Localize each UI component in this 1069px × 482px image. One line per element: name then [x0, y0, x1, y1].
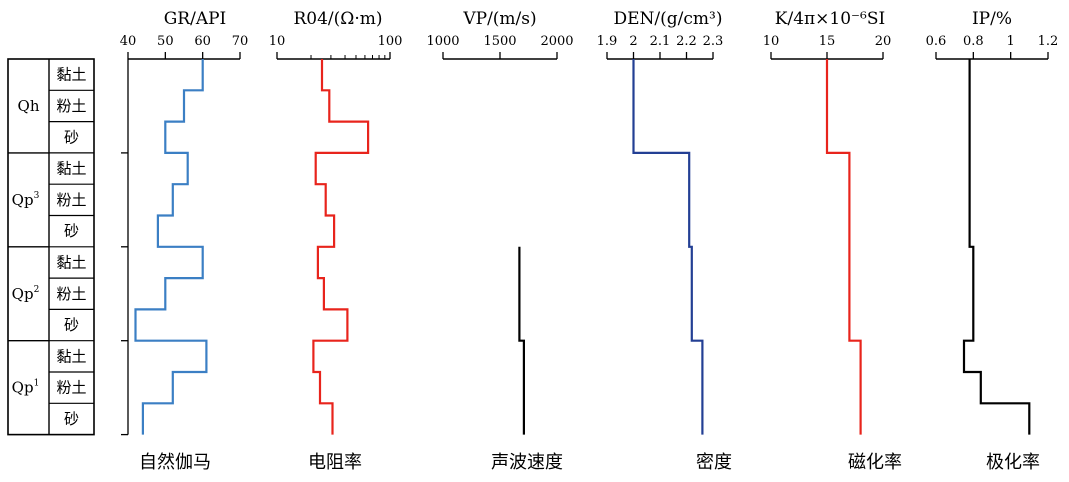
track-tick-label: 100: [378, 34, 403, 49]
track-tick-label: 2.3: [703, 34, 724, 49]
lithology-label: 砂: [64, 128, 79, 146]
lithology-label: 粉土: [56, 285, 86, 303]
track-tick-label: 2.2: [676, 34, 697, 49]
lithology-label: 黏土: [56, 160, 86, 178]
stratum-label: Qp2: [12, 285, 40, 303]
track-title: GR/API: [164, 9, 227, 29]
track-tick-label: 1000: [426, 34, 459, 49]
log-track: IP/% 0.6 0.8 1 1.2 极化率: [926, 9, 1059, 473]
track-series-line: [825, 59, 862, 435]
track-tick-label: 15: [819, 34, 836, 49]
log-track: VP/(m/s)1000 1500 2000 声波速度: [426, 9, 573, 473]
track-tick-label: 2000: [540, 34, 573, 49]
track-tick-label: 2.1: [650, 34, 671, 49]
track-title: K/4π×10⁻⁶SI: [775, 9, 885, 29]
lithology-label: 黏土: [56, 253, 86, 271]
track-tick-label: 50: [157, 34, 174, 49]
track-tick-label: 1500: [483, 34, 516, 49]
track-tick-label: 0.8: [963, 34, 984, 49]
track-name-label: 自然伽马: [139, 452, 211, 473]
track-series-line: [312, 59, 370, 435]
track-name-label: 极化率: [986, 452, 1040, 473]
stratum-label: Qp1: [12, 379, 40, 397]
track-tick-label: 0.6: [926, 34, 947, 49]
track-series-line: [962, 59, 1031, 435]
track-name-label: 磁化率: [848, 452, 902, 473]
stratum-label: Qh: [18, 97, 40, 115]
log-track: DEN/(g/cm³) 1.9 2 2.1 2.2 2.3 密度: [597, 9, 732, 473]
lithology-label: 砂: [64, 222, 79, 240]
track-name-label: 电阻率: [308, 452, 362, 473]
log-track: GR/API 40 50 60 70 自然伽马: [120, 9, 249, 473]
track-series-line: [632, 59, 704, 435]
lithology-label: 黏土: [56, 347, 86, 365]
lithology-label: 粉土: [56, 379, 86, 397]
track-tick-label: 20: [875, 34, 892, 49]
stratum-label: Qp3: [12, 191, 40, 209]
stratum-label-superscript: 1: [34, 379, 40, 389]
track-tick-label: 10: [763, 34, 780, 49]
track-tick-label: 70: [232, 34, 249, 49]
track-tick-label: 10: [269, 34, 286, 49]
track-tick-label: 1.9: [597, 34, 618, 49]
track-series-line: [134, 59, 208, 435]
lithology-label: 黏土: [56, 66, 86, 84]
log-track: R04/(Ω·m) 10 100 电阻率: [269, 9, 403, 473]
track-tick-label: 1: [1007, 34, 1015, 49]
lithology-label: 粉土: [56, 191, 86, 209]
track-name-label: 密度: [696, 452, 732, 473]
log-tracks: GR/API 40 50 60 70 自然伽马 R04/(Ω·m) 10 100 电阻率 VP/(m…: [120, 9, 1059, 473]
track-series-line: [518, 246, 525, 435]
track-title: VP/(m/s): [462, 9, 536, 29]
log-track: K/4π×10⁻⁶SI 10 15 20 磁化率: [763, 9, 902, 473]
lithology-label: 砂: [64, 410, 79, 428]
track-tick-label: 1.2: [1038, 34, 1059, 49]
lithology-label: 粉土: [56, 97, 86, 115]
track-tick-label: 60: [194, 34, 211, 49]
track-title: IP/%: [972, 9, 1012, 29]
track-name-label: 声波速度: [491, 452, 563, 473]
lithology-label: 砂: [64, 316, 79, 334]
track-tick-label: 40: [120, 34, 137, 49]
track-title: R04/(Ω·m): [293, 9, 382, 29]
track-tick-label: 2: [629, 34, 637, 49]
track-title: DEN/(g/cm³): [614, 9, 723, 29]
stratum-label-superscript: 3: [34, 191, 40, 201]
stratum-label-superscript: 2: [34, 285, 40, 295]
